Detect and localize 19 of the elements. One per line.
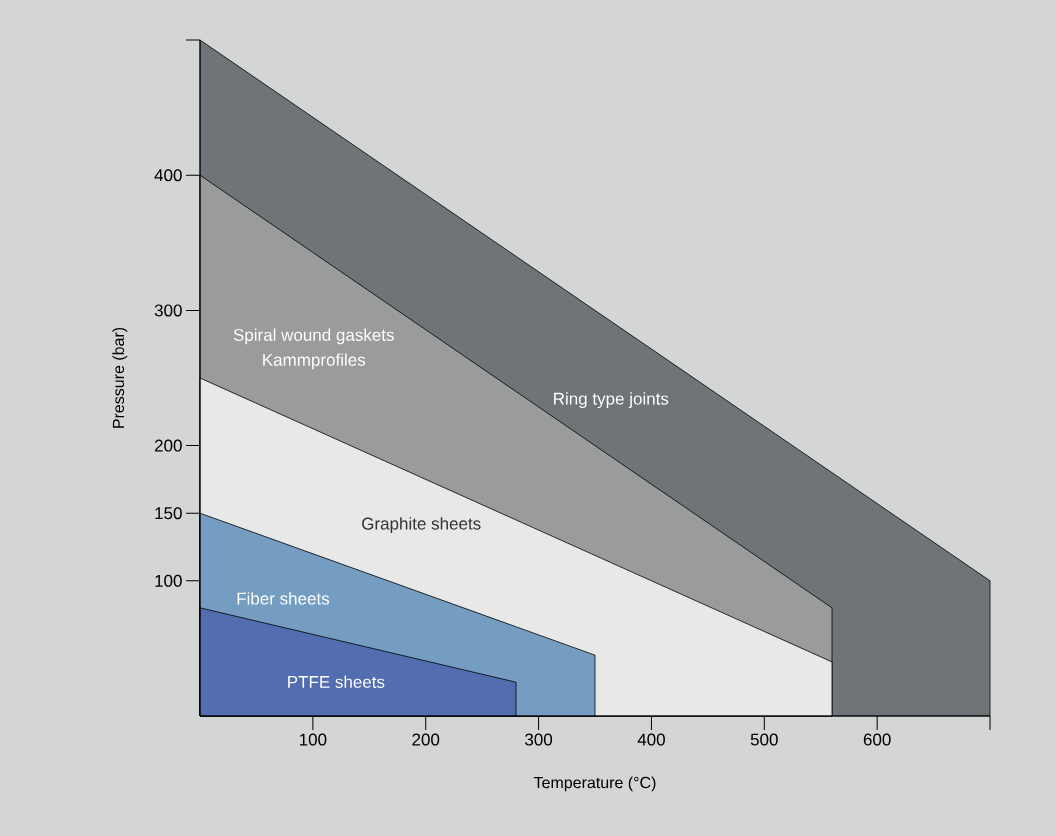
y-tick-label: 400: [154, 169, 182, 182]
series-label: Fiber sheets: [237, 592, 330, 605]
annotation: Kammprofiles: [263, 353, 366, 370]
x-axis-title: Temperature (°C): [533, 776, 656, 792]
x-tick-label: 100: [299, 733, 327, 746]
x-tick-label: 400: [637, 733, 665, 746]
series-label: Ring type joints: [554, 392, 669, 409]
y-tick-label: 150: [155, 507, 182, 520]
y-tick-label: 300: [154, 304, 182, 317]
x-tick-label: 600: [863, 733, 891, 746]
series-label: PTFE sheets: [288, 675, 385, 688]
series-label: Graphite sheets: [362, 517, 481, 534]
x-tick-label: 300: [525, 733, 553, 746]
x-tick-label: 500: [750, 733, 778, 746]
y-axis-title: Pressure (bar): [112, 327, 128, 428]
y-tick-label: 200: [154, 439, 182, 452]
x-tick-label: 200: [412, 733, 440, 746]
series-label: Spiral wound gaskets: [233, 328, 394, 345]
y-tick-label: 100: [155, 574, 182, 587]
